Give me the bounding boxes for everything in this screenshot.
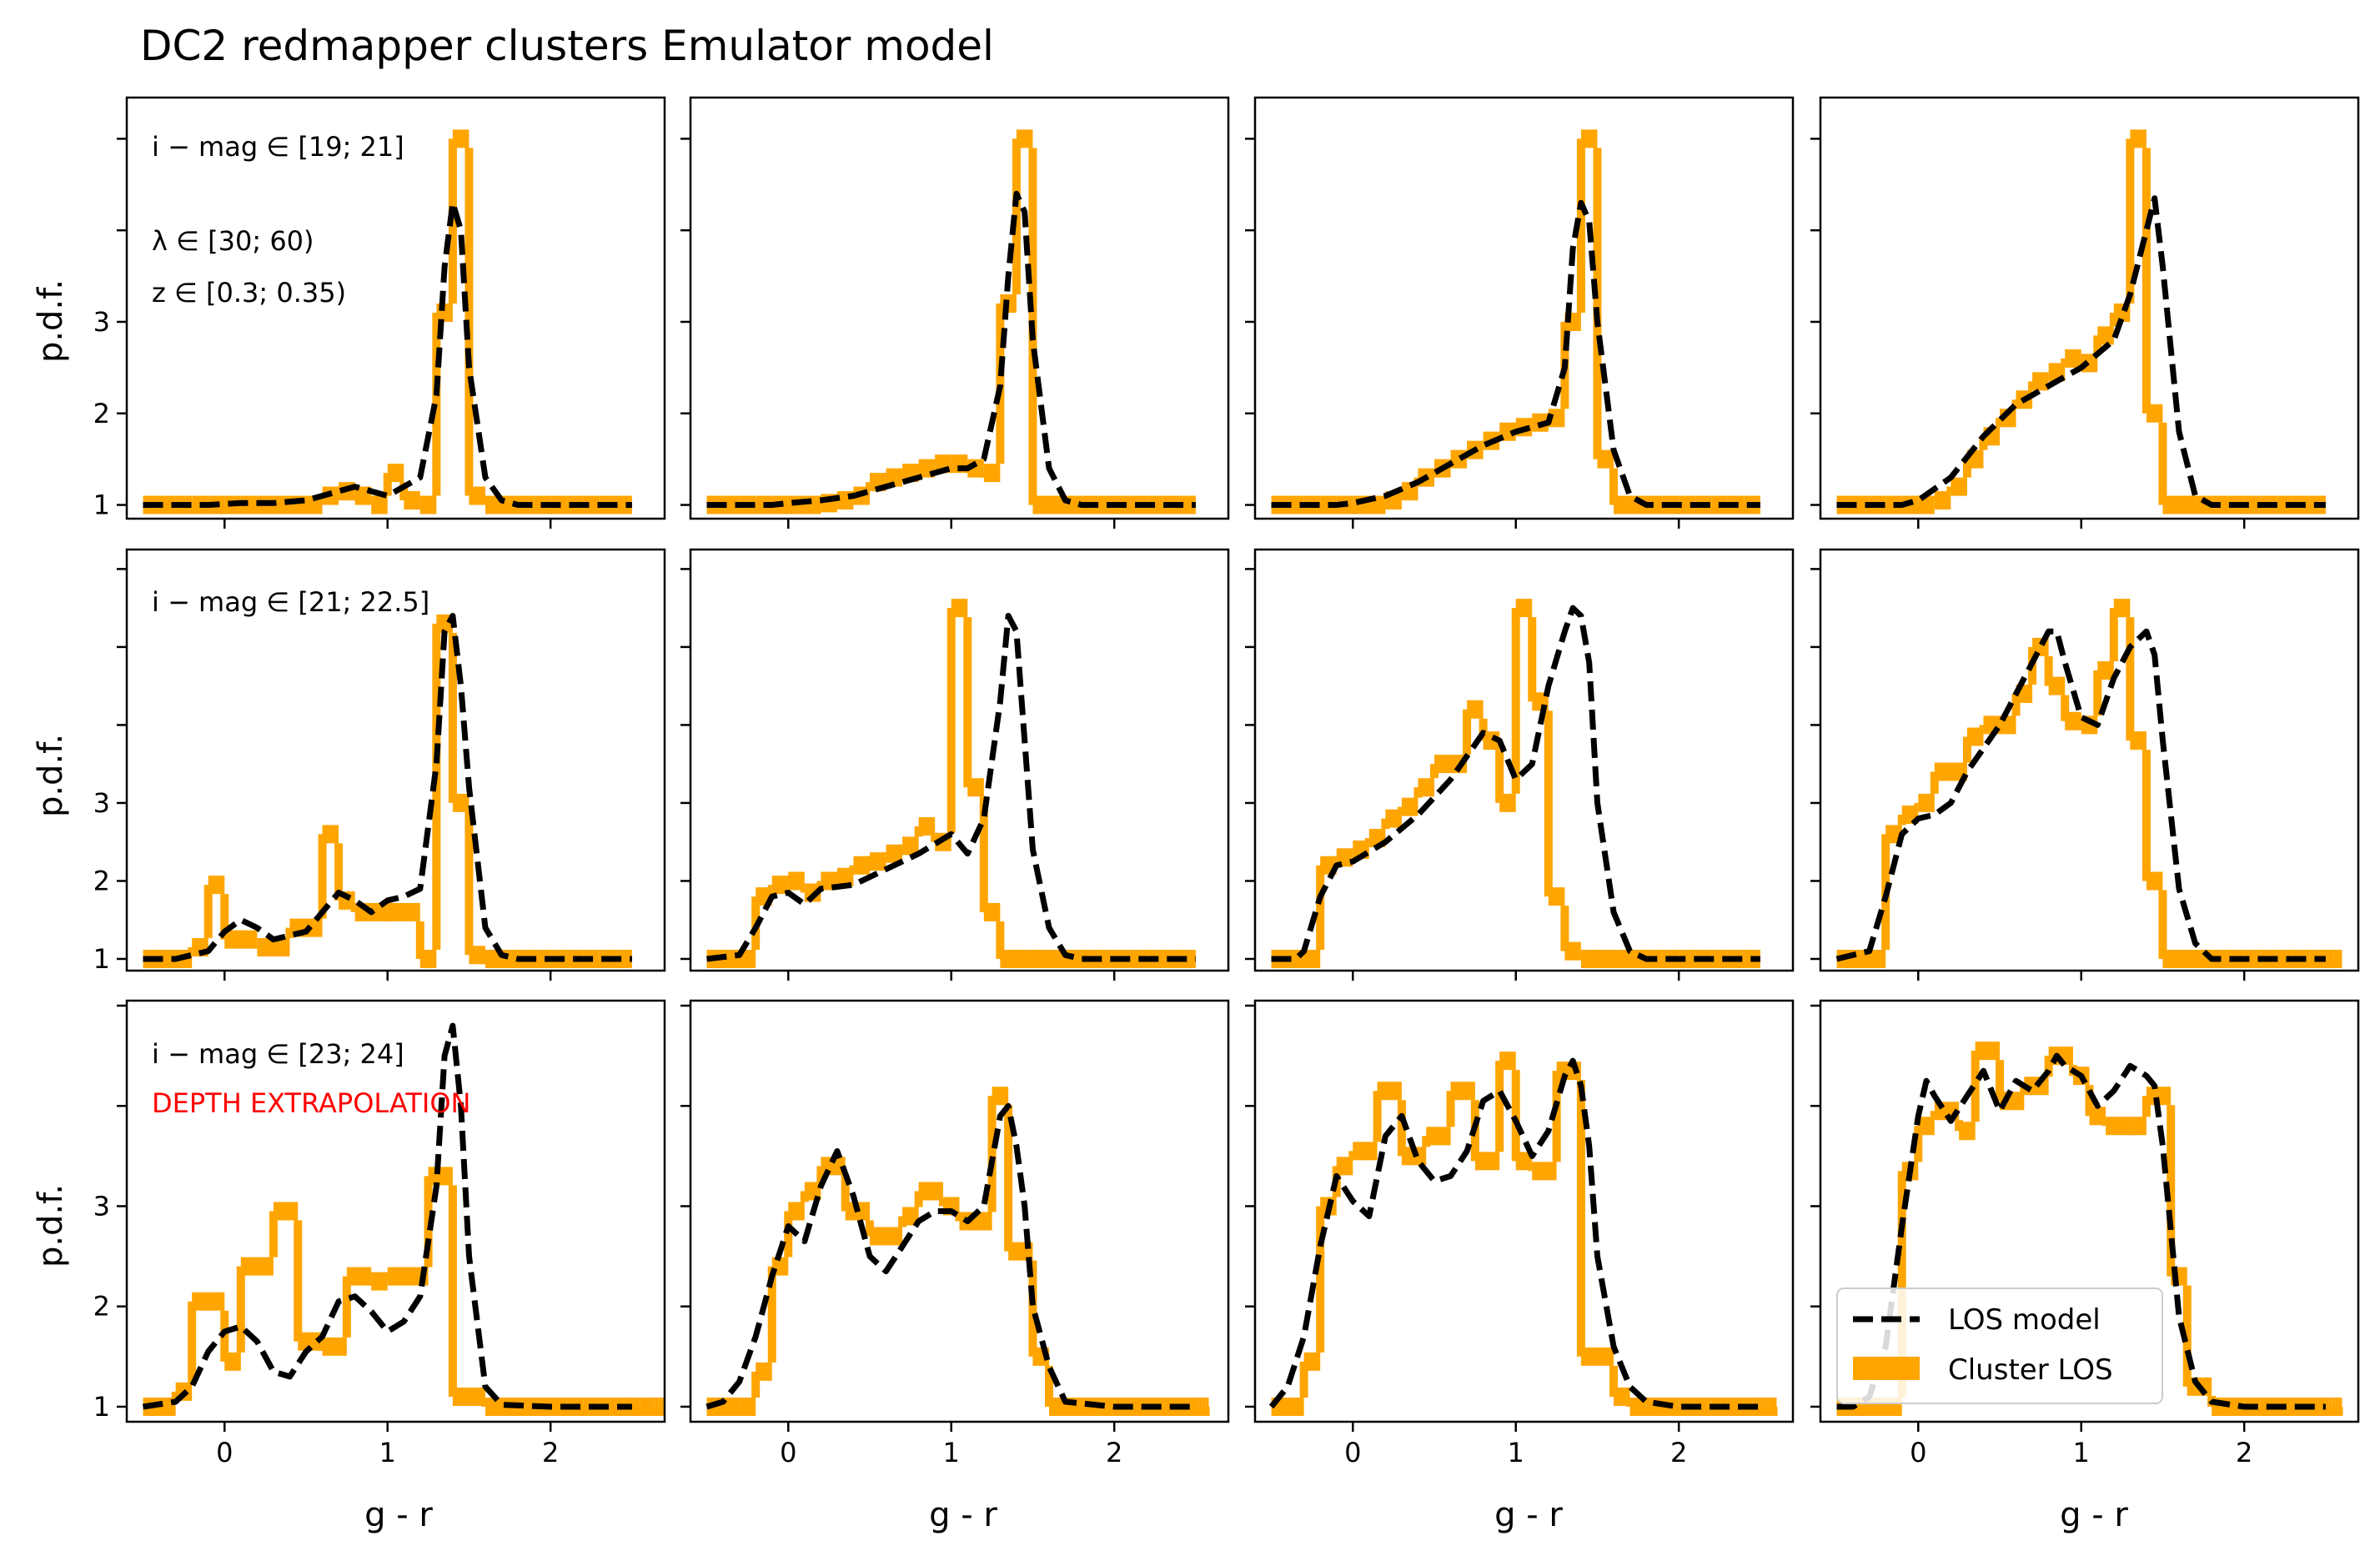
x-axis-label-col-1: g - r xyxy=(929,1496,997,1534)
panel-frame xyxy=(689,96,1230,520)
histogram-cluster-los xyxy=(143,1167,665,1416)
histogram-cluster-los xyxy=(1271,1052,1778,1416)
panel-r1-c1 xyxy=(680,548,1230,981)
panel-frame xyxy=(1253,548,1795,972)
legend-label-cluster-los: Cluster LOS xyxy=(1948,1353,2113,1387)
x-tick-label: 1 xyxy=(1508,1437,1524,1468)
x-axis-label-col-2: g - r xyxy=(1494,1496,1563,1534)
line-los-model xyxy=(142,1022,632,1410)
panel-r0-c2 xyxy=(1245,96,1795,529)
legend-label-los-model: LOS model xyxy=(1948,1303,2101,1337)
panel-r2-c3: 0 1 2 xyxy=(1810,999,2360,1468)
y-tick-label: 3 xyxy=(93,1190,110,1222)
x-tick-label: 2 xyxy=(542,1437,559,1468)
y-tick-label: 1 xyxy=(93,943,110,975)
panel-r2-c0: 0 1 2 1 2 3 xyxy=(93,999,666,1468)
histogram-cluster-los xyxy=(1836,1042,2343,1416)
figure-title: DC2 redmapper clusters Emulator model xyxy=(140,22,994,70)
annotation-depth-extrapolation: DEPTH EXTRAPOLATION xyxy=(152,1087,470,1119)
line-los-model xyxy=(706,190,1196,508)
y-axis-label: p.d.f. xyxy=(32,279,70,363)
panel-frame xyxy=(1819,548,2360,972)
panel-grid: 1 2 3 1 2 3 0 1 2 1 2 3 0 1 2 0 1 2 0 1 2 xyxy=(93,96,2360,1468)
line-los-model xyxy=(1271,199,1760,508)
y-axis-label-row-1: p.d.f. xyxy=(32,734,70,817)
line-los-model xyxy=(143,199,632,508)
annotation-imag-row-2: i − mag ∈ [23; 24] xyxy=(152,1038,404,1070)
annotation-imag-row-0: i − mag ∈ [19; 21] xyxy=(152,131,404,163)
y-tick-label: 2 xyxy=(93,1291,110,1323)
histogram-cluster-los xyxy=(706,599,1196,968)
legend: LOS model Cluster LOS xyxy=(1836,1287,2163,1404)
line-los-model xyxy=(1836,1052,2326,1410)
x-axis-label-col-3: g - r xyxy=(2060,1496,2128,1534)
panel-frame xyxy=(1819,999,2360,1423)
panel-frame xyxy=(125,999,666,1423)
histogram-cluster-los xyxy=(143,614,632,968)
panel-r1-c2 xyxy=(1245,548,1795,981)
line-los-model xyxy=(143,613,632,962)
histogram-cluster-los xyxy=(1271,599,1760,968)
annotation-z-range: z ∈ [0.3; 0.35) xyxy=(152,277,346,309)
histogram-cluster-los xyxy=(1836,599,2342,968)
y-axis-label-row-0: p.d.f. xyxy=(32,279,70,363)
x-tick-label: 0 xyxy=(216,1437,233,1468)
y-tick-label: 3 xyxy=(93,787,110,819)
histogram-cluster-los xyxy=(143,129,632,514)
x-tick-label: 0 xyxy=(780,1437,796,1468)
y-tick-label: 3 xyxy=(93,306,110,338)
annotation-lambda-range: λ ∈ [30; 60) xyxy=(152,225,314,257)
legend-swatch-cluster-los xyxy=(1853,1357,1920,1380)
y-axis-label: p.d.f. xyxy=(32,1184,70,1267)
panel-r1-c0: 1 2 3 xyxy=(93,548,666,981)
histogram-cluster-los xyxy=(706,1087,1210,1416)
x-tick-label: 0 xyxy=(1910,1437,1926,1468)
panel-frame xyxy=(689,548,1230,972)
x-axis-label-col-0: g - r xyxy=(364,1496,433,1534)
line-los-model xyxy=(1268,1057,1760,1410)
x-tick-label: 1 xyxy=(2073,1437,2090,1468)
x-tick-label: 2 xyxy=(2236,1437,2252,1468)
histogram-cluster-los xyxy=(1271,129,1760,514)
line-los-model xyxy=(1835,628,2326,962)
panel-frame xyxy=(125,548,666,972)
panel-frame xyxy=(689,999,1230,1423)
y-axis-label-row-2: p.d.f. xyxy=(32,1184,70,1267)
line-los-model xyxy=(1271,605,1760,962)
panel-r2-c2: 0 1 2 xyxy=(1245,999,1795,1468)
line-los-model xyxy=(705,1102,1196,1410)
y-tick-label: 2 xyxy=(93,865,110,896)
panel-r0-c1 xyxy=(680,96,1230,529)
y-tick-label: 1 xyxy=(93,1391,110,1423)
y-tick-label: 2 xyxy=(93,398,110,429)
panel-frame xyxy=(1253,999,1795,1423)
x-tick-label: 2 xyxy=(1670,1437,1687,1468)
panel-r0-c3 xyxy=(1810,96,2360,529)
annotation-imag-row-1: i − mag ∈ [21; 22.5] xyxy=(152,586,429,618)
x-tick-label: 1 xyxy=(943,1437,960,1468)
panel-r0-c0: 1 2 3 xyxy=(93,96,666,529)
panel-r2-c1: 0 1 2 xyxy=(680,999,1230,1468)
panel-frame xyxy=(1819,96,2360,520)
x-tick-label: 0 xyxy=(1344,1437,1361,1468)
histogram-cluster-los xyxy=(706,129,1196,514)
histogram-cluster-los xyxy=(1836,129,2326,514)
x-tick-label: 2 xyxy=(1106,1437,1122,1468)
panel-r1-c3 xyxy=(1810,548,2360,981)
x-tick-label: 1 xyxy=(379,1437,396,1468)
line-los-model xyxy=(706,613,1196,962)
panel-frame xyxy=(125,96,666,520)
panel-frame xyxy=(1253,96,1795,520)
y-tick-label: 1 xyxy=(93,489,110,521)
y-axis-label: p.d.f. xyxy=(32,734,70,817)
